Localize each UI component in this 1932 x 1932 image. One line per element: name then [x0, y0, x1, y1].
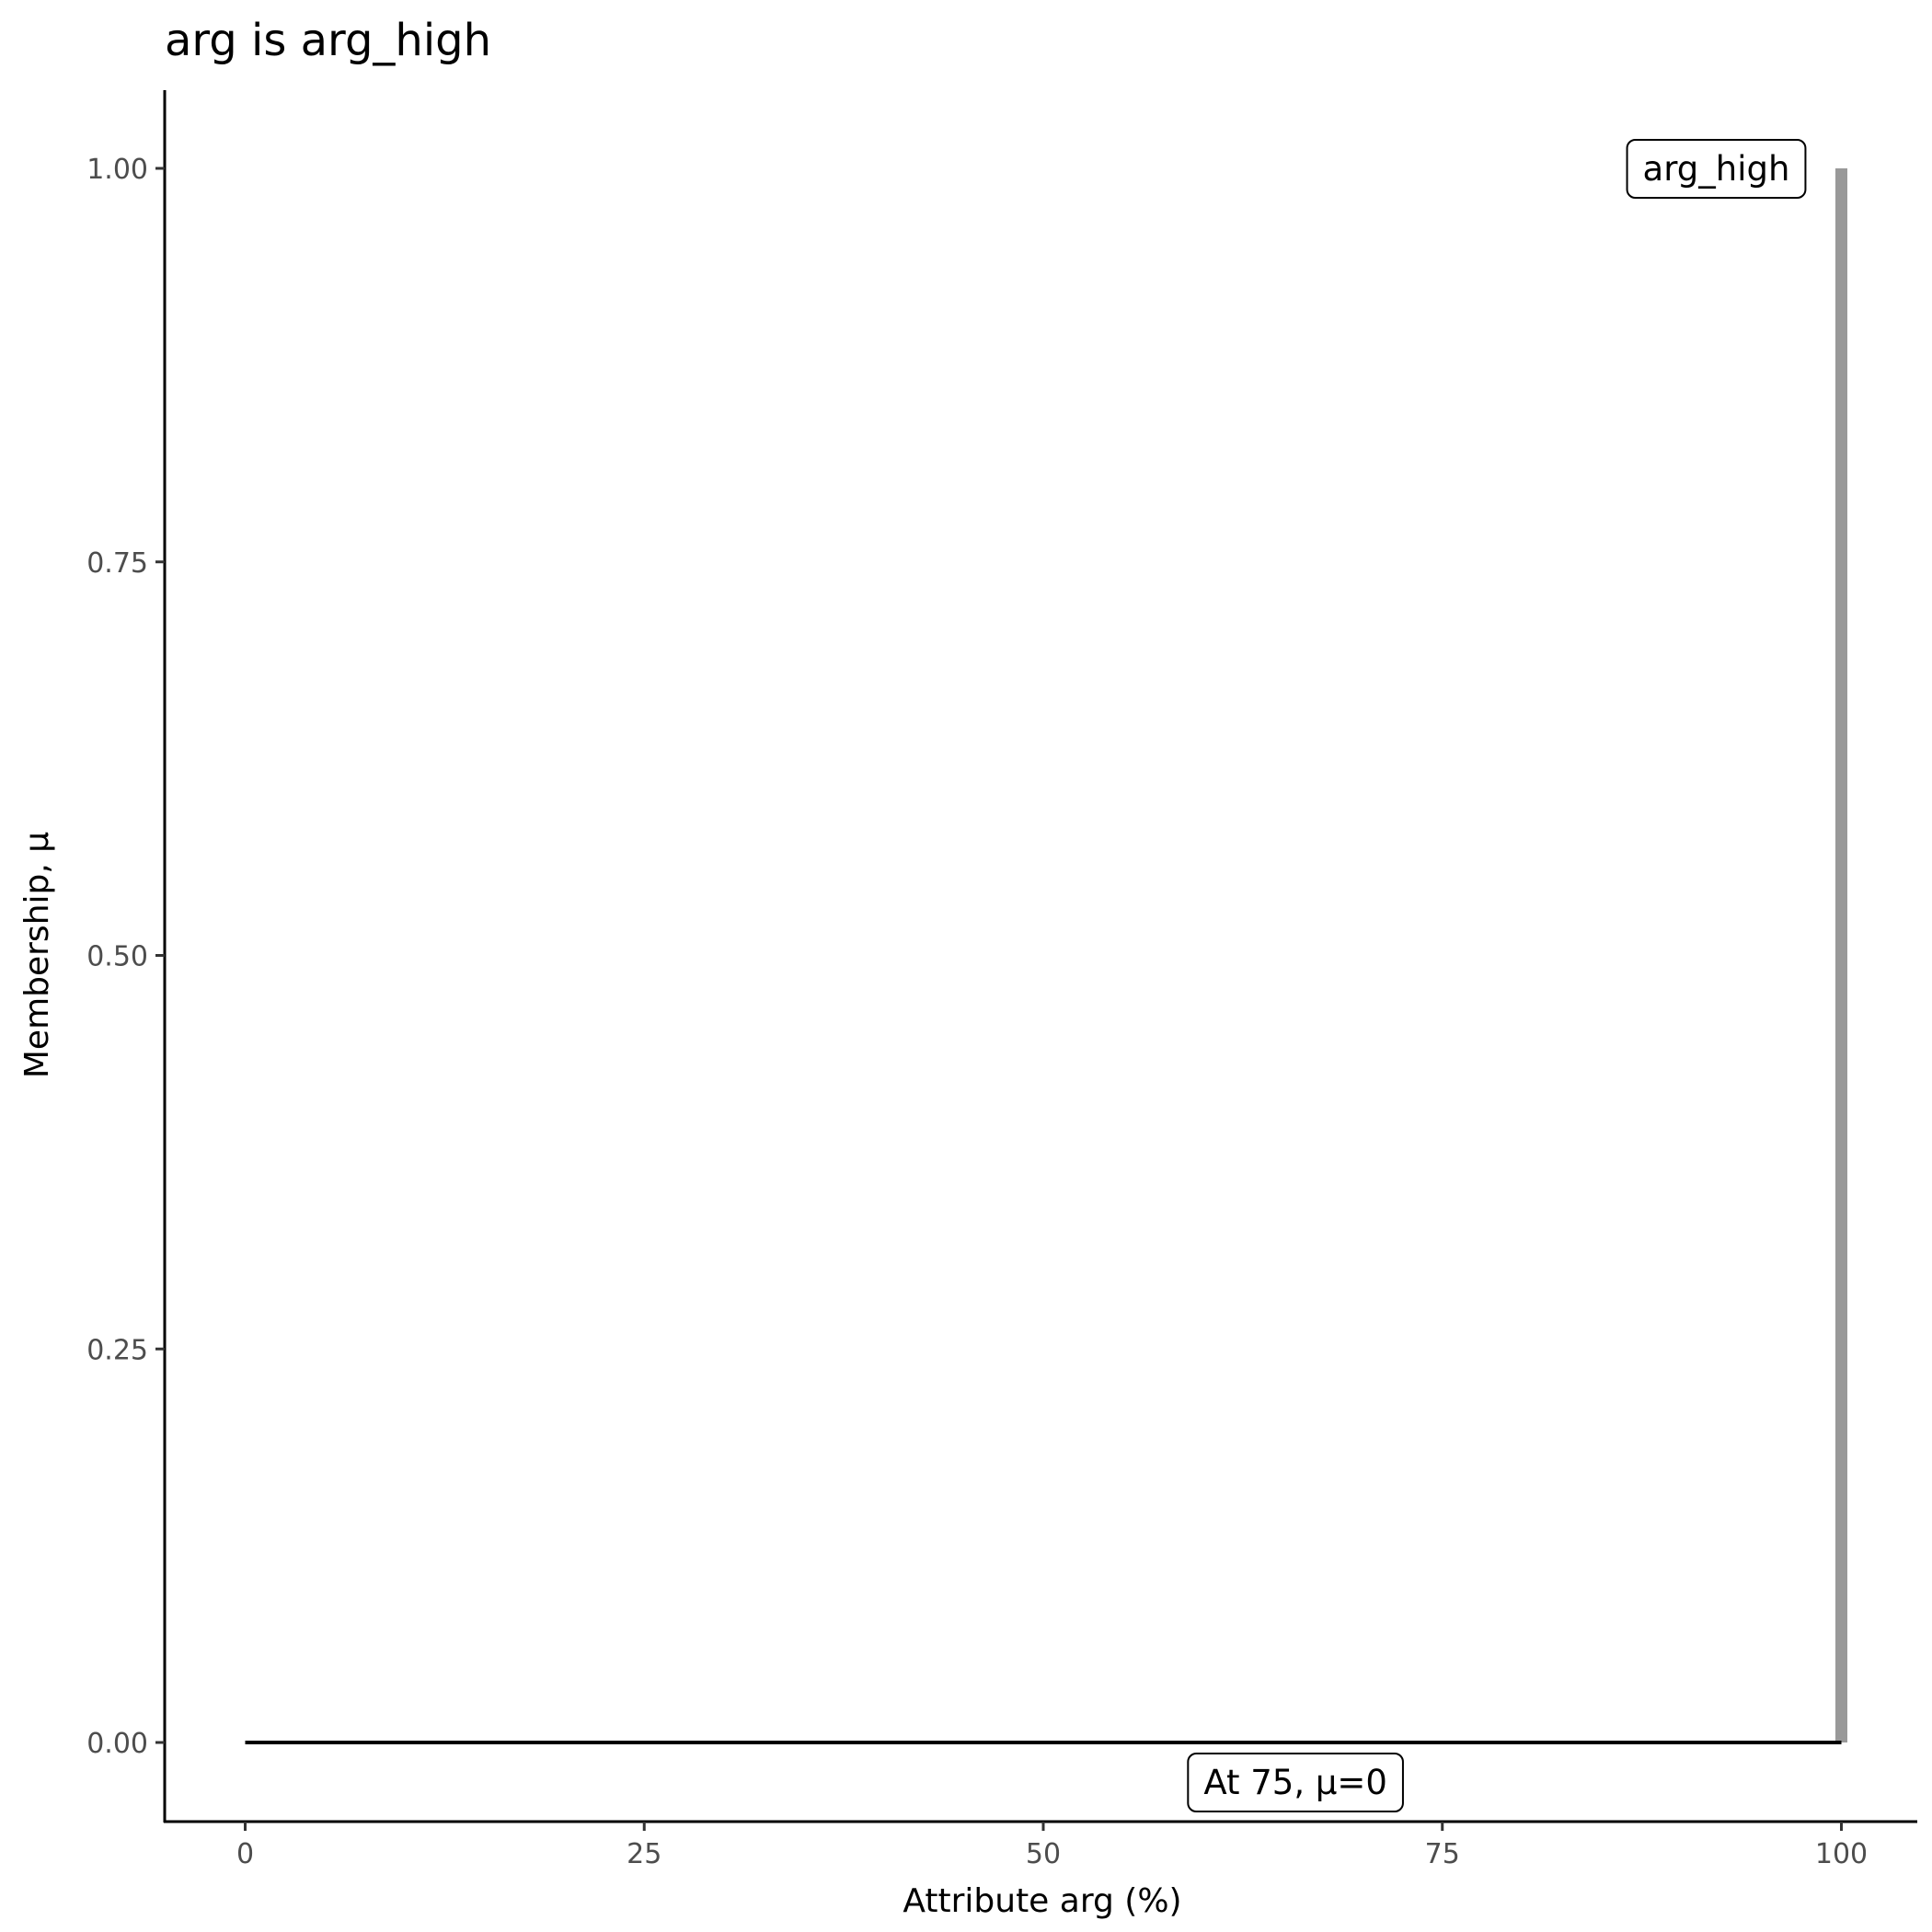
y-tick-label: 0.75 — [86, 547, 148, 580]
label-at-point: At 75, μ=0 — [1187, 1753, 1404, 1812]
y-tick-label: 0.25 — [86, 1334, 148, 1366]
x-tick-label: 0 — [236, 1838, 254, 1870]
x-axis-title: Attribute arg (%) — [903, 1882, 1181, 1920]
x-tick-label: 50 — [1026, 1838, 1061, 1870]
chart-title: arg is arg_high — [165, 15, 491, 66]
annotation-text: At 75, μ=0 — [1203, 1763, 1387, 1802]
x-tick-label: 100 — [1815, 1838, 1868, 1870]
x-tick-label: 25 — [627, 1838, 661, 1870]
label-arg-high: arg_high — [1626, 139, 1807, 199]
annotation-box — [1187, 1753, 1404, 1812]
annotation-text: arg_high — [1643, 149, 1790, 189]
y-axis-title: Membership, μ — [18, 832, 56, 1078]
y-tick-label: 1.00 — [86, 154, 148, 186]
y-tick-label: 0.00 — [86, 1728, 148, 1760]
annotation-box — [1626, 139, 1807, 199]
x-tick-label: 75 — [1425, 1838, 1460, 1870]
y-tick-label: 0.50 — [86, 941, 148, 973]
